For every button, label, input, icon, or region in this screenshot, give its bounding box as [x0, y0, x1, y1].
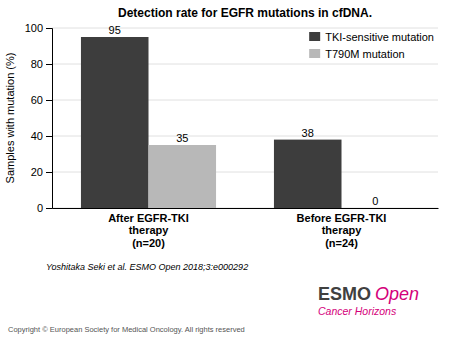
x-axis: After EGFR-TKItherapy(n=20)Before EGFR-T…	[53, 208, 439, 249]
y-tick-label: 0	[37, 202, 43, 214]
y-tick: 0	[37, 202, 52, 214]
title: Detection rate for EGFR mutations in cfD…	[118, 6, 372, 20]
y-tick-mark	[46, 208, 52, 209]
y-tick: 80	[31, 58, 52, 70]
y-tick-label: 60	[31, 94, 43, 106]
data-label: 95	[109, 24, 121, 36]
bar-series	[149, 145, 217, 208]
x-axis-line	[53, 208, 439, 209]
plot: 9538350020406080100After EGFR-TKItherapy…	[25, 22, 439, 249]
data-label: 38	[302, 127, 314, 139]
legend-item: TKI-sensitive mutation	[309, 31, 434, 43]
bars	[81, 37, 342, 208]
data-label: 0	[372, 195, 378, 207]
y-tick-label: 20	[31, 166, 43, 178]
grid	[52, 28, 438, 208]
legend-swatch	[309, 49, 320, 58]
y-tick-label: 40	[31, 130, 43, 142]
y-tick: 40	[31, 130, 52, 142]
y-tick: 100	[25, 22, 52, 34]
logo-open: Open	[375, 284, 419, 304]
legend-swatch	[309, 32, 320, 41]
bar	[81, 37, 149, 208]
annotations: Yoshitaka Seki et al. ESMO Open 2018;3:e…	[8, 262, 419, 334]
x-tick-label: Before EGFR-TKItherapy(n=24)	[297, 212, 387, 249]
citation: Yoshitaka Seki et al. ESMO Open 2018;3:e…	[46, 262, 248, 272]
legend: TKI-sensitive mutation T790M mutation	[309, 31, 434, 60]
legend-label: T790M mutation	[325, 48, 404, 60]
bar	[342, 208, 410, 209]
x-tick-label-line: Before EGFR-TKI	[297, 212, 387, 224]
y-tick: 60	[31, 94, 52, 106]
x-tick-label-line: therapy	[129, 224, 170, 236]
bar-series	[81, 37, 342, 208]
y-tick-label: 100	[25, 22, 43, 34]
background	[0, 0, 450, 338]
legend-item: T790M mutation	[309, 48, 404, 60]
x-tick-label-line: therapy	[322, 224, 363, 236]
y-tick: 20	[31, 166, 52, 178]
y-tick-mark	[46, 28, 52, 29]
x-tick: After EGFR-TKItherapy(n=20)	[108, 208, 189, 249]
x-tick-label-line: After EGFR-TKI	[108, 212, 189, 224]
y-axis-title: Samples with mutation (%)	[4, 53, 16, 184]
x-tick-label-line: (n=20)	[132, 237, 165, 249]
x-tick: Before EGFR-TKItherapy(n=24)	[297, 208, 387, 249]
y-tick-label: 80	[31, 58, 43, 70]
x-tick-label-line: (n=24)	[325, 237, 358, 249]
chart-svg: 9538350020406080100After EGFR-TKItherapy…	[0, 0, 450, 338]
y-tick-mark	[46, 64, 52, 65]
bar	[149, 145, 217, 208]
legend-label: TKI-sensitive mutation	[325, 31, 434, 43]
copyright: Copyright © European Society for Medical…	[8, 325, 245, 334]
logo-tagline: Cancer Horizons	[318, 305, 397, 317]
y-tick-mark	[46, 172, 52, 173]
x-tick-label: After EGFR-TKItherapy(n=20)	[108, 212, 189, 249]
y-axis-line	[46, 29, 53, 209]
data-label: 35	[176, 132, 188, 144]
logo-esmo: ESMO	[318, 284, 371, 304]
y-axis: 0 20 40 60 80 100	[25, 22, 53, 214]
y-tick-mark	[46, 136, 52, 137]
y-tick-mark	[46, 100, 52, 101]
bar	[274, 140, 342, 208]
